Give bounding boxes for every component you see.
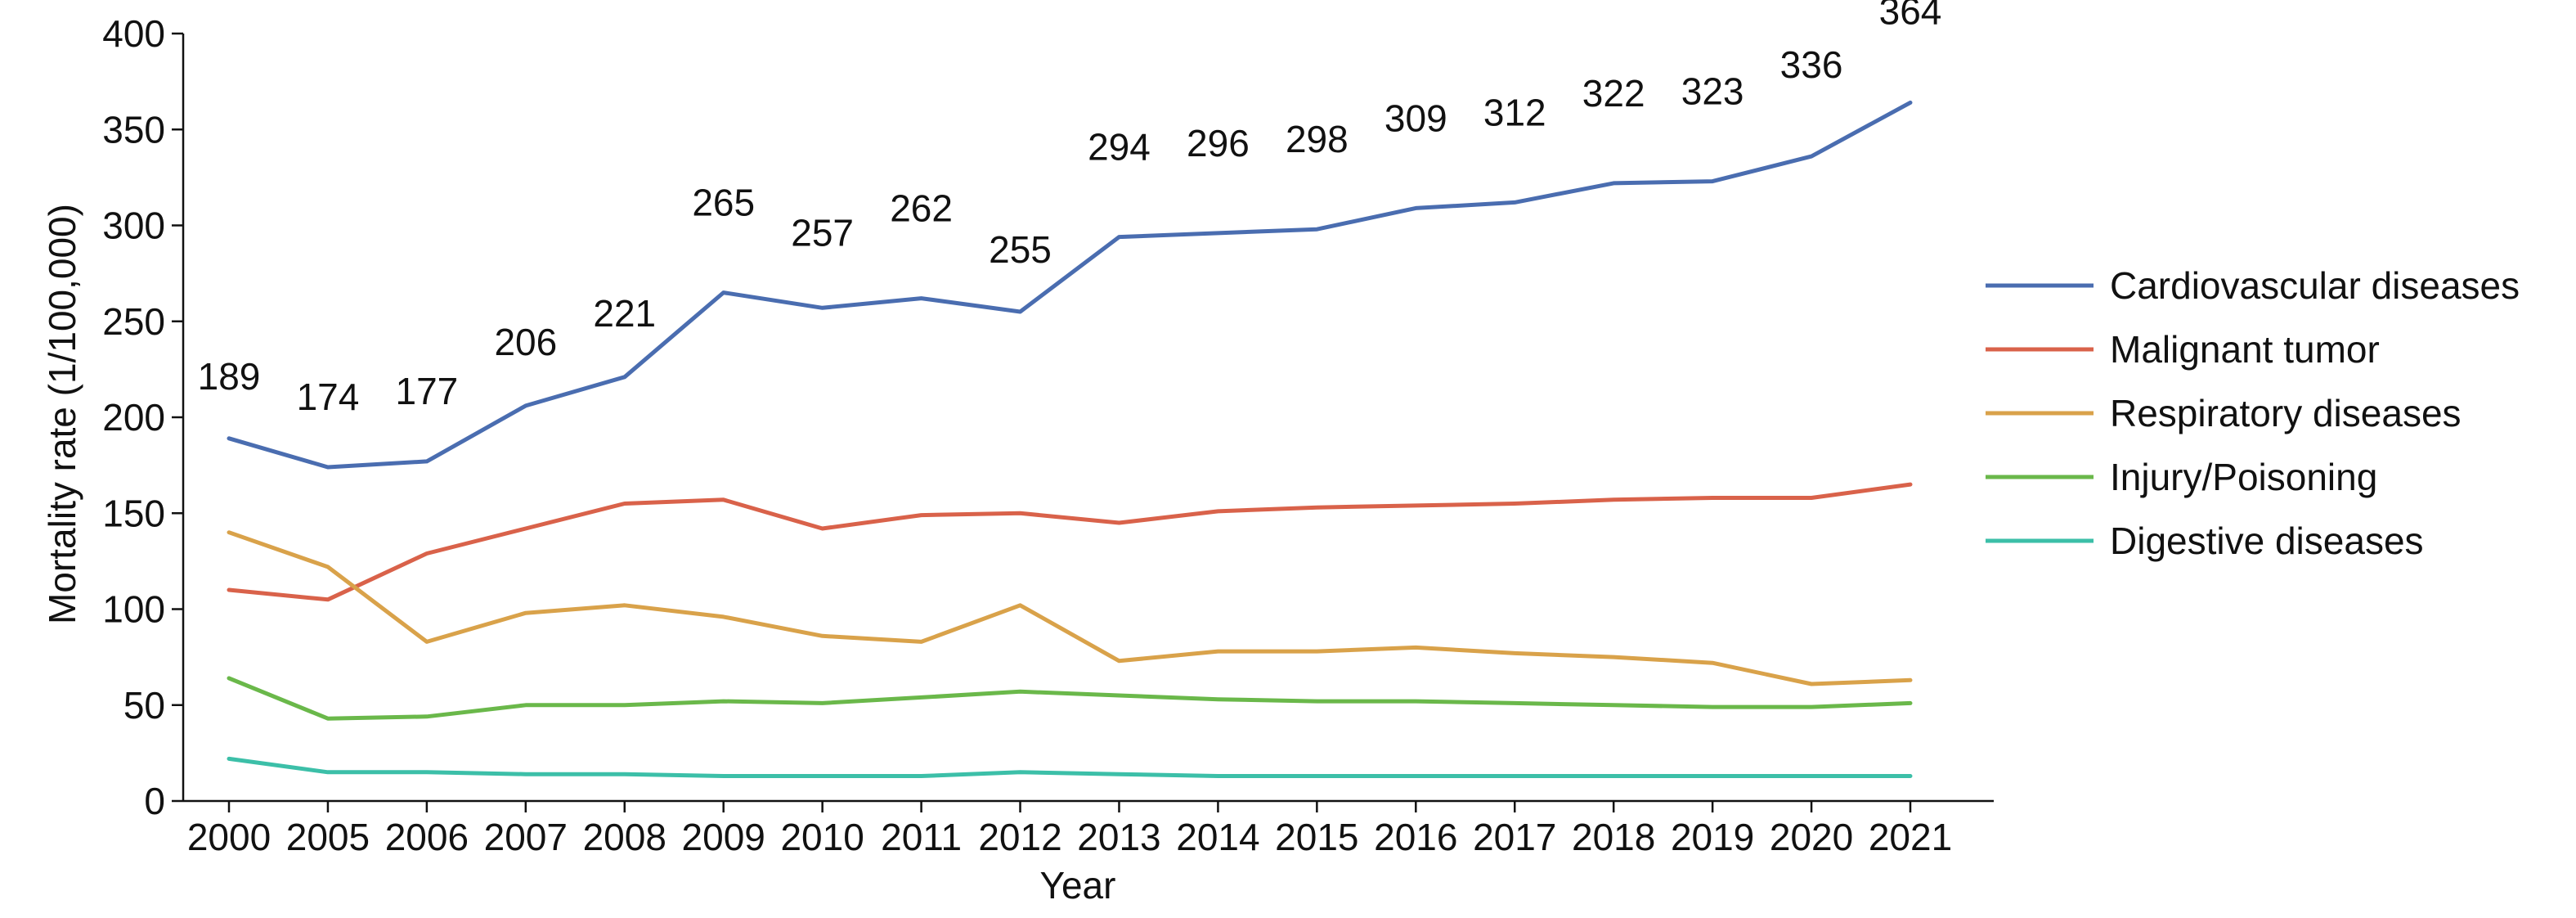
y-tick-label: 0 — [144, 780, 165, 822]
x-tick-label: 2007 — [484, 816, 568, 858]
legend-label: Malignant tumor — [2110, 328, 2380, 371]
x-tick-label: 2018 — [1572, 816, 1655, 858]
x-tick-label: 2017 — [1473, 816, 1556, 858]
y-tick-label: 50 — [123, 684, 165, 727]
legend-label: Injury/Poisoning — [2110, 456, 2377, 498]
data-label: 265 — [692, 182, 755, 224]
data-label: 262 — [890, 187, 953, 230]
data-label: 322 — [1582, 72, 1645, 115]
series-lines — [227, 100, 1913, 778]
data-label: 312 — [1483, 91, 1546, 133]
data-label: 189 — [198, 355, 261, 398]
data-label: 294 — [1088, 126, 1151, 169]
x-tick-label: 2019 — [1671, 816, 1754, 858]
series-line-respiratory-diseases — [227, 530, 1913, 686]
x-axis-title: Year — [1040, 864, 1116, 907]
x-tick-label: 2013 — [1077, 816, 1160, 858]
data-label: 206 — [494, 321, 557, 363]
data-label: 298 — [1286, 118, 1349, 160]
data-label: 323 — [1681, 70, 1744, 113]
axes: 0 50 100 150 200 250 300 350 400 2000 2005 2006 2007… — [102, 12, 1994, 858]
legend-label: Respiratory diseases — [2110, 392, 2462, 434]
series-line-digestive-diseases — [227, 756, 1913, 778]
x-tick-label: 2000 — [187, 816, 271, 858]
y-tick-label: 200 — [102, 396, 165, 439]
y-tick-label: 250 — [102, 300, 165, 343]
data-label: 364 — [1879, 0, 1942, 32]
x-tick-label: 2014 — [1176, 816, 1259, 858]
legend-item: Respiratory diseases — [1986, 392, 2462, 434]
data-label: 257 — [791, 211, 854, 254]
y-tick-label: 100 — [102, 588, 165, 631]
legend-item: Injury/Poisoning — [1986, 456, 2377, 498]
y-tick-label: 300 — [102, 205, 165, 247]
y-tick-label: 150 — [102, 492, 165, 534]
x-tick-label: 2016 — [1374, 816, 1457, 858]
data-label: 309 — [1384, 97, 1447, 139]
x-tick-label: 2005 — [286, 816, 370, 858]
legend-label: Cardiovascular diseases — [2110, 264, 2520, 307]
legend-label: Digestive diseases — [2110, 520, 2424, 562]
x-tick-label: 2009 — [682, 816, 765, 858]
series-line-malignant-tumor — [227, 482, 1913, 602]
legend-item: Cardiovascular diseases — [1986, 264, 2520, 307]
x-tick-label: 2011 — [881, 816, 962, 858]
x-tick-label: 2010 — [780, 816, 864, 858]
series-line-cardiovascular-diseases — [227, 100, 1913, 470]
x-tick-label: 2021 — [1869, 816, 1952, 858]
data-label: 177 — [396, 370, 459, 412]
legend-item: Digestive diseases — [1986, 520, 2424, 562]
legend-item: Malignant tumor — [1986, 328, 2380, 371]
data-label: 336 — [1780, 43, 1843, 86]
x-tick-label: 2020 — [1770, 816, 1853, 858]
y-tick-label: 400 — [102, 12, 165, 55]
data-label: 255 — [989, 228, 1052, 271]
y-axis-title: Mortality rate (1/100,000) — [41, 204, 83, 624]
y-tick-label: 350 — [102, 108, 165, 151]
data-label: 174 — [297, 376, 360, 418]
data-label: 221 — [593, 292, 656, 335]
legend: Cardiovascular diseases Malignant tumor Re… — [1986, 264, 2520, 562]
x-tick-label: 2006 — [385, 816, 469, 858]
series-line-injury-poisoning — [227, 676, 1913, 721]
data-label: 296 — [1187, 122, 1250, 164]
x-tick-label: 2008 — [583, 816, 666, 858]
data-labels: 189 174 177 206 221 265 257 262 255 294 296 298 309 3… — [198, 0, 1942, 418]
x-tick-label: 2012 — [978, 816, 1061, 858]
x-tick-label: 2015 — [1275, 816, 1358, 858]
